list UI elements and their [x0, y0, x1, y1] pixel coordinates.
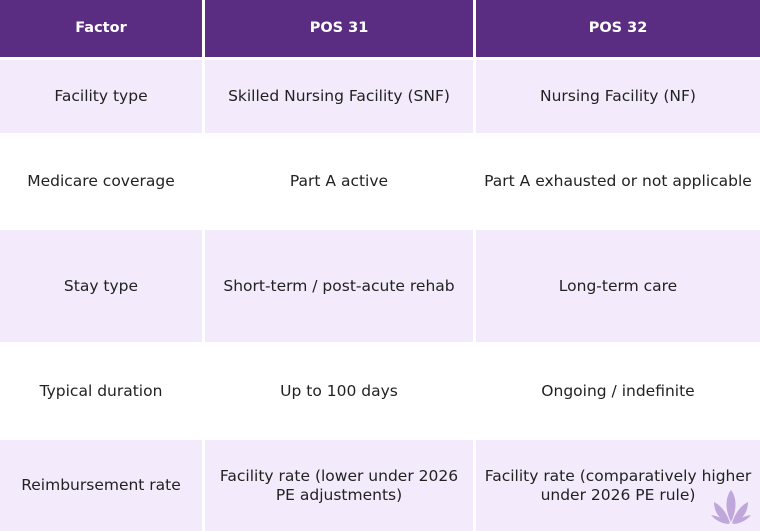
- column-divider: [473, 0, 476, 57]
- row-reimbursement-rate-factor: Reimbursement rate: [0, 440, 202, 531]
- row-typical-duration-pos32: Ongoing / indefinite: [476, 342, 760, 440]
- column-divider: [473, 230, 476, 342]
- header-pos32: POS 32: [476, 0, 760, 57]
- header-divider: [0, 57, 760, 60]
- row-medicare-coverage-pos32: Part A exhausted or not applicable: [476, 133, 760, 230]
- column-divider: [202, 133, 205, 230]
- column-divider: [202, 342, 205, 440]
- row-medicare-coverage-factor: Medicare coverage: [0, 133, 202, 230]
- row-typical-duration-pos31: Up to 100 days: [205, 342, 473, 440]
- row-facility-type-pos32: Nursing Facility (NF): [476, 60, 760, 133]
- column-divider: [473, 342, 476, 440]
- header-factor: Factor: [0, 0, 202, 57]
- column-divider: [202, 230, 205, 342]
- column-divider: [202, 60, 205, 133]
- header-pos31: POS 31: [205, 0, 473, 57]
- column-divider: [473, 440, 476, 531]
- column-divider: [202, 440, 205, 531]
- row-reimbursement-rate-pos32: Facility rate (comparatively higher unde…: [476, 440, 760, 531]
- column-divider: [473, 60, 476, 133]
- row-medicare-coverage-pos31: Part A active: [205, 133, 473, 230]
- row-stay-type-pos31: Short-term / post-acute rehab: [205, 230, 473, 342]
- lotus-logo-icon: [711, 490, 751, 524]
- row-stay-type-factor: Stay type: [0, 230, 202, 342]
- column-divider: [202, 0, 205, 57]
- row-reimbursement-rate-pos31: Facility rate (lower under 2026 PE adjus…: [205, 440, 473, 531]
- row-typical-duration-factor: Typical duration: [0, 342, 202, 440]
- column-divider: [473, 133, 476, 230]
- row-facility-type-pos31: Skilled Nursing Facility (SNF): [205, 60, 473, 133]
- row-facility-type-factor: Facility type: [0, 60, 202, 133]
- row-stay-type-pos32: Long-term care: [476, 230, 760, 342]
